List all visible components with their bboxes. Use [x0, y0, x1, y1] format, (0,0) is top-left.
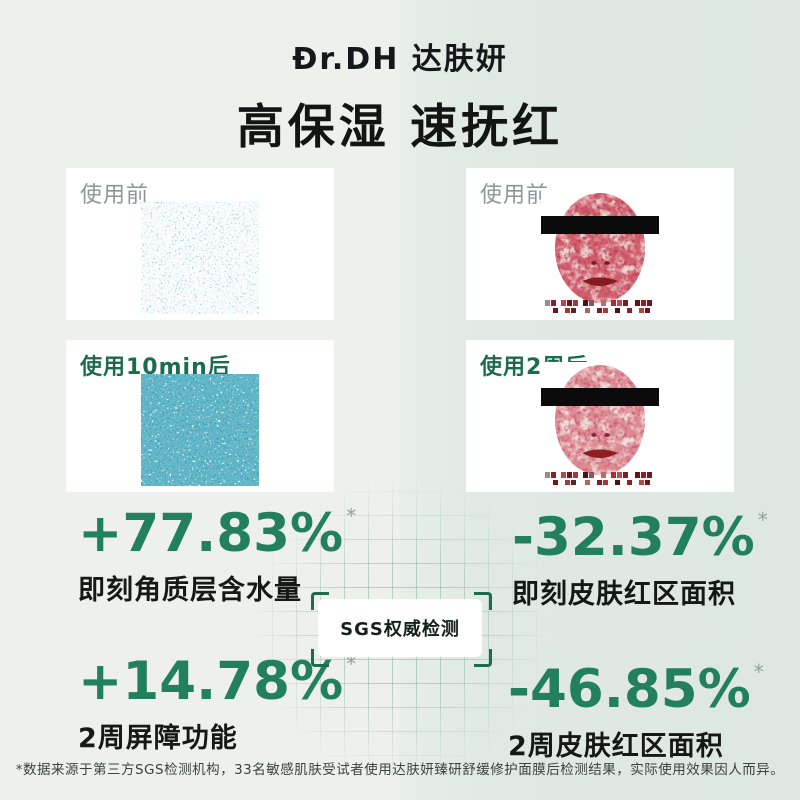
bracket-bottom-right: [474, 649, 492, 667]
asterisk-note: *: [753, 660, 764, 684]
stat-value: +77.83% *: [78, 503, 357, 564]
redness-face-after-image: [541, 362, 659, 488]
stat-label: 2周皮肤红区面积: [508, 731, 724, 762]
bracket-top-left: [311, 592, 329, 610]
stat-label: 即刻皮肤红区面积: [512, 579, 736, 610]
brand-logo: Ðr.DH 达肤妍: [292, 42, 508, 77]
panel-moisture-before: 使用前: [66, 168, 334, 320]
stat-label: 2周屏障功能: [78, 723, 238, 754]
stat-moisture-instant: +77.83% * 即刻角质层含水量: [78, 506, 356, 607]
page-title: 高保湿 速抚红: [236, 100, 564, 155]
stat-redness-instant: -32.37% * 即刻皮肤红区面积: [512, 510, 768, 611]
stat-value: -46.85% *: [508, 659, 764, 720]
asterisk-note: *: [346, 504, 357, 528]
stat-label: 即刻角质层含水量: [78, 575, 302, 606]
asterisk-note: *: [346, 652, 357, 676]
stat-value: -32.37% *: [512, 507, 768, 568]
redness-face-before-image: [541, 190, 659, 316]
panel-face-after: 使用2周后: [466, 340, 734, 492]
stat-redness-2week: -46.85% * 2周皮肤红区面积: [508, 662, 764, 763]
panel-moisture-after: 使用10min后: [66, 340, 334, 492]
moisture-map-before-image: [141, 202, 259, 314]
disclaimer-text: *数据来源于第三方SGS检测机构，33名敏感肌肤受试者使用达肤妍臻研舒缓修护面膜…: [15, 762, 785, 778]
bracket-top-right: [474, 592, 492, 610]
panel-label: 使用前: [480, 183, 550, 208]
bracket-bottom-left: [311, 649, 329, 667]
panel-face-before: 使用前: [466, 168, 734, 320]
sgs-certification-badge: SGS权威检测: [318, 599, 482, 657]
panel-label: 使用前: [80, 183, 150, 208]
asterisk-note: *: [757, 508, 768, 532]
badge-label: SGS权威检测: [340, 619, 460, 640]
moisture-map-after-image: [141, 374, 259, 486]
stat-value: +14.78% *: [78, 651, 357, 712]
stat-barrier-2week: +14.78% * 2周屏障功能: [78, 654, 356, 755]
